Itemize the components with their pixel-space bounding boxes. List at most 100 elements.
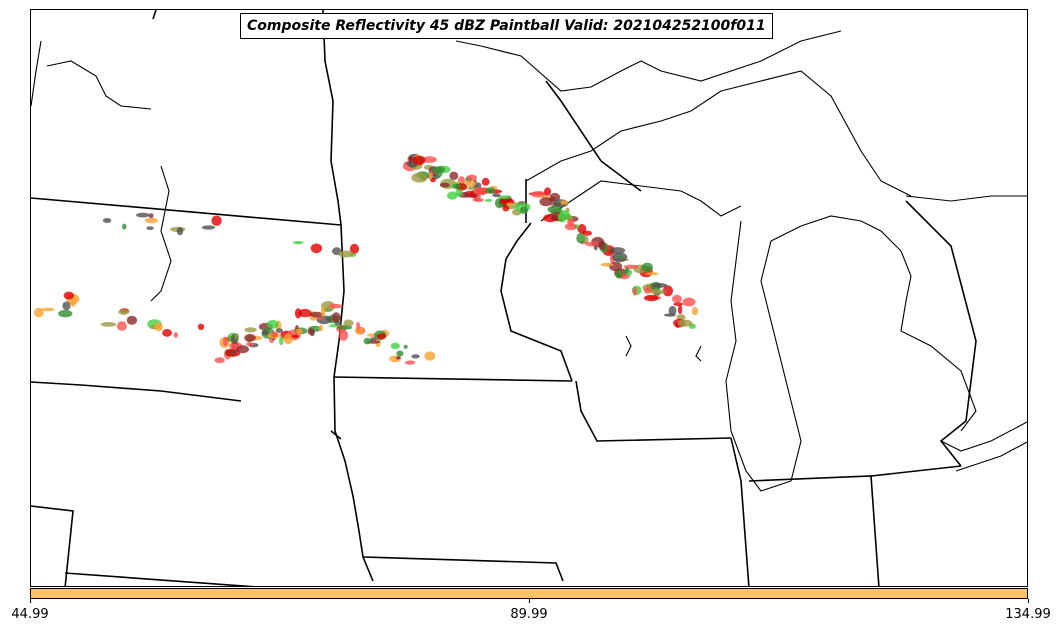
reflectivity-blob [466, 186, 477, 190]
reflectivity-blob [310, 243, 323, 254]
reflectivity-blob [447, 191, 458, 200]
reflectivity-blob [211, 215, 222, 226]
colorbar-tick [1028, 599, 1029, 603]
reflectivity-blob [162, 329, 173, 337]
reflectivity-blob [294, 308, 302, 319]
reflectivity-blob [559, 210, 571, 221]
title-box: Composite Reflectivity 45 dBZ Paintball … [240, 13, 773, 39]
reflectivity-blob [148, 213, 154, 219]
colorbar-tick [30, 599, 31, 603]
reflectivity-blob [520, 206, 528, 214]
reflectivity-blob [201, 225, 216, 230]
reflectivity-blob [677, 319, 693, 327]
reflectivity-blob [436, 167, 443, 178]
reflectivity-blob [598, 240, 606, 250]
reflectivity-blob [102, 218, 112, 223]
reflectivity-blob [475, 182, 482, 189]
reflectivity-blob [452, 183, 461, 189]
reflectivity-blob [430, 177, 436, 183]
reflectivity-blob [146, 226, 154, 231]
reflectivity-blob [473, 187, 489, 196]
reflectivity-blob [223, 336, 228, 347]
reflectivity-blob [334, 320, 342, 325]
reflectivity-blob [337, 325, 353, 330]
reflectivity-blob [320, 306, 326, 318]
reflectivity-blob [449, 171, 459, 180]
reflectivity-blob [173, 332, 178, 338]
reflectivity-blob [70, 296, 77, 307]
reflectivity-blob [349, 243, 359, 254]
reflectivity-blob [676, 314, 686, 321]
reflectivity-blob [691, 306, 699, 316]
reflectivity-blob [467, 174, 477, 181]
reflectivity-blob [122, 223, 127, 230]
reflectivity-blob [261, 330, 270, 336]
reflectivity-blob [136, 212, 150, 218]
reflectivity-blob [650, 289, 666, 295]
reflectivity-blob [41, 307, 55, 312]
reflectivity-blob [319, 324, 323, 332]
reflectivity-blob [396, 356, 401, 360]
reflectivity-blob [492, 193, 501, 198]
reflectivity-blob [376, 333, 387, 340]
reflectivity-blob [682, 297, 696, 307]
reflectivity-blob [576, 233, 586, 244]
state-borders [31, 10, 977, 586]
reflectivity-blob [498, 195, 512, 200]
reflectivity-blob [244, 334, 256, 342]
reflectivity-blob [662, 285, 674, 297]
reflectivity-blob [33, 307, 44, 318]
reflectivity-blob [539, 197, 553, 207]
colorbar-tick-label-max: 134.99 [1005, 607, 1051, 622]
reflectivity-blob [463, 180, 477, 187]
reflectivity-blob [544, 187, 552, 196]
reflectivity-blob [116, 321, 127, 331]
reflectivity-blob [283, 333, 294, 345]
reflectivity-blob [644, 294, 659, 302]
reflectivity-blob [244, 327, 257, 333]
reflectivity-blob [328, 303, 343, 309]
reflectivity-blob [624, 267, 629, 274]
reflectivity-blob [337, 250, 354, 258]
reflectivity-blob [338, 329, 349, 341]
reflectivity-blob [100, 322, 117, 327]
reflectivity-blob [600, 262, 614, 267]
reflectivity-blob [245, 342, 255, 346]
reflectivity-blob [214, 357, 225, 364]
map-panel [30, 9, 1028, 587]
reflectivity-blob [484, 198, 493, 202]
reflectivity-blob [390, 342, 400, 350]
reflectivity-blob [363, 337, 371, 345]
reflectivity-blob [560, 200, 569, 205]
reflectivity-blob [428, 172, 433, 180]
reflectivity-blob [396, 350, 404, 357]
reflectivity-blob [641, 262, 653, 273]
reflectivity-blob [154, 322, 163, 332]
reflectivity-blob [197, 323, 205, 330]
reflectivity-blob [356, 321, 361, 330]
reflectivity-blob [530, 191, 547, 198]
reflectivity-blob [663, 313, 676, 317]
colorbar-tick [529, 599, 530, 603]
reflectivity-blob [404, 360, 416, 365]
reflectivity-blob [651, 283, 668, 288]
reflectivity-blob [645, 272, 659, 276]
reflectivity-blob [617, 255, 622, 259]
reflectivity-blob [307, 328, 315, 335]
reflectivity-blob [234, 333, 239, 340]
reflectivity-blob [609, 261, 623, 272]
reflectivity-blob [672, 294, 682, 303]
reflectivity-blob [455, 188, 463, 197]
reflectivity-blob [585, 241, 600, 247]
reflectivity-blob [547, 205, 563, 214]
reflectivity-blob [411, 172, 428, 183]
reflectivity-blob [485, 187, 496, 194]
colorbar-tick-label-min: 44.99 [11, 607, 49, 622]
reflectivity-blob [236, 345, 249, 354]
reflectivity-blob [275, 328, 283, 333]
reflectivity-blob [643, 286, 653, 294]
reflectivity-blob [668, 305, 677, 316]
reflectivity-blob [295, 328, 303, 335]
reflectivity-blob [298, 308, 312, 318]
reflectivity-blob [615, 270, 623, 279]
